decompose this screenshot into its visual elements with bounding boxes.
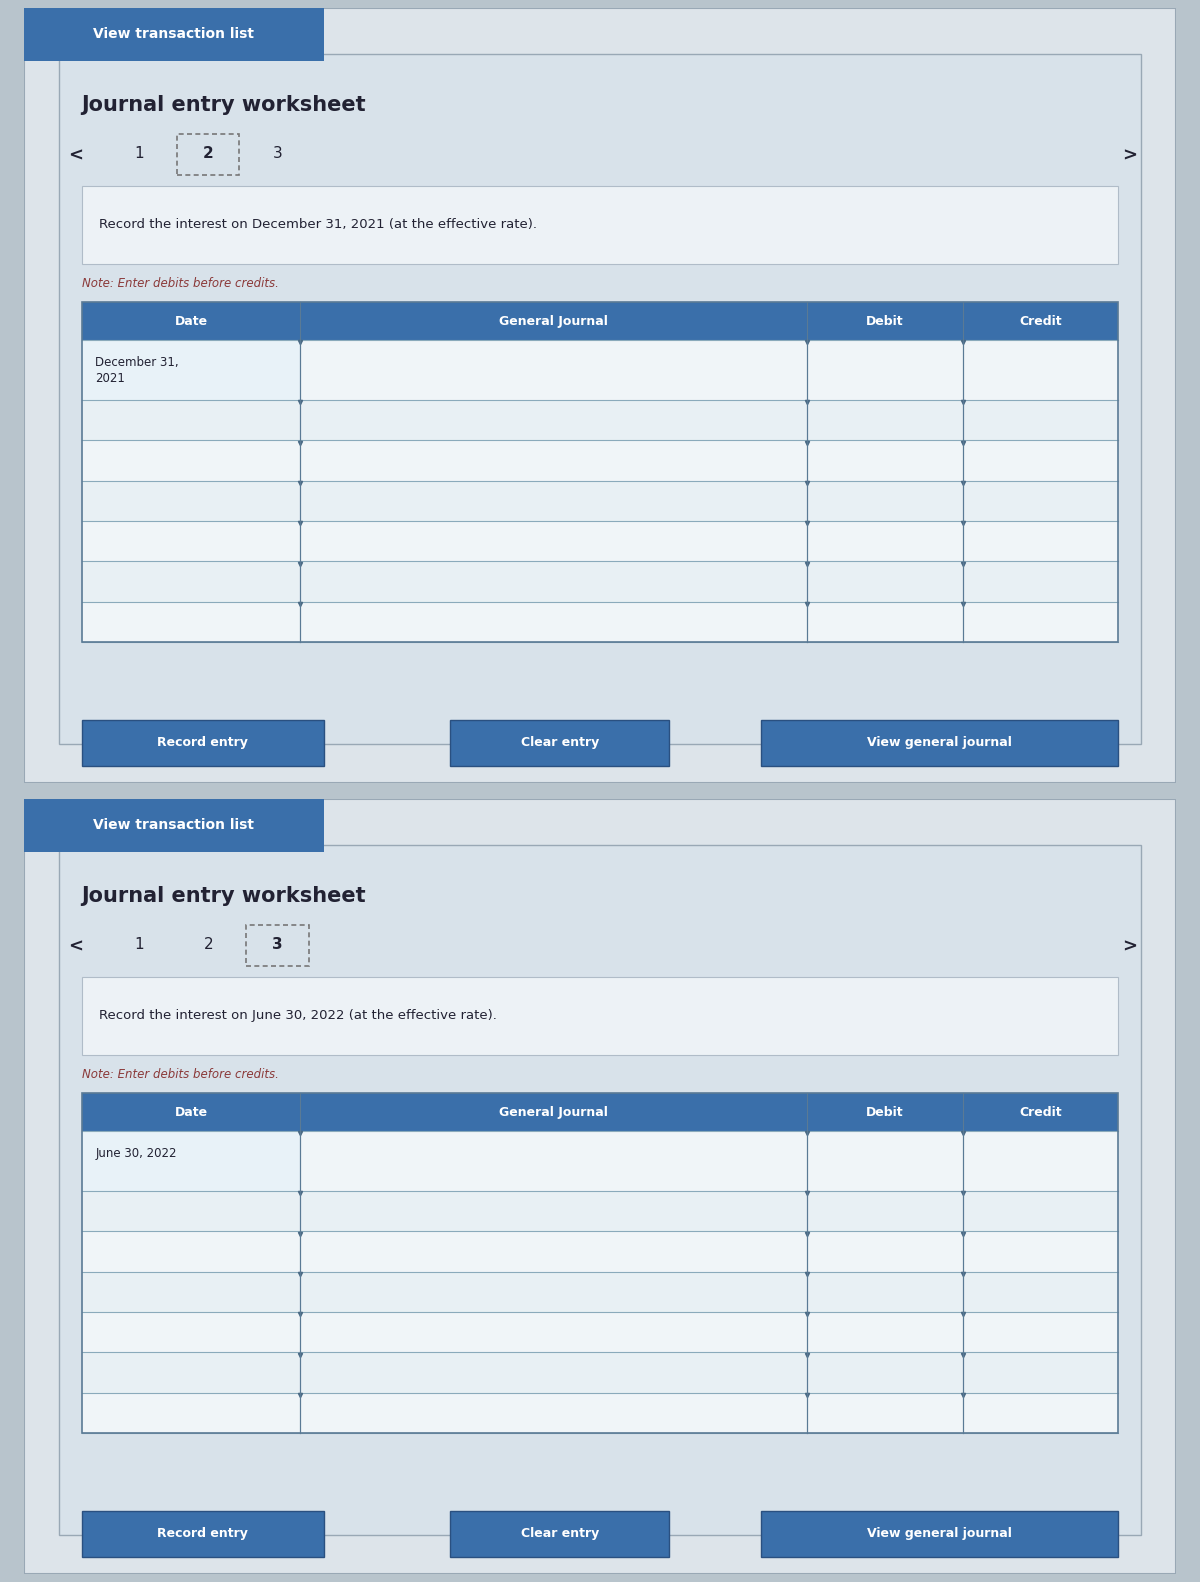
Text: Date: Date: [174, 1106, 208, 1118]
Text: >: >: [1122, 937, 1138, 956]
Text: View general journal: View general journal: [868, 1527, 1013, 1541]
Bar: [82, 1093, 1118, 1433]
Text: Record the interest on June 30, 2022 (at the effective rate).: Record the interest on June 30, 2022 (at…: [98, 1009, 497, 1022]
Bar: [82, 1231, 1118, 1272]
Bar: [82, 1131, 300, 1191]
Bar: [761, 720, 1118, 766]
Bar: [82, 481, 1118, 520]
Bar: [82, 302, 1118, 340]
Bar: [82, 720, 324, 766]
Text: View general journal: View general journal: [868, 736, 1013, 750]
Text: Credit: Credit: [1019, 1106, 1062, 1118]
Bar: [450, 720, 670, 766]
Bar: [82, 1272, 1118, 1311]
Text: 1: 1: [134, 937, 144, 952]
Text: <: <: [68, 146, 83, 165]
Bar: [82, 440, 1118, 481]
Bar: [82, 978, 1118, 1055]
Text: Debit: Debit: [866, 315, 904, 327]
Text: 1: 1: [134, 146, 144, 161]
Bar: [82, 302, 1118, 642]
Bar: [246, 925, 308, 965]
Bar: [761, 1511, 1118, 1557]
Text: 3: 3: [272, 937, 283, 952]
Text: View transaction list: View transaction list: [94, 818, 254, 832]
Text: Note: Enter debits before credits.: Note: Enter debits before credits.: [82, 1068, 278, 1081]
Text: December 31,: December 31,: [96, 356, 179, 369]
Text: Journal entry worksheet: Journal entry worksheet: [82, 95, 366, 115]
Text: View transaction list: View transaction list: [94, 27, 254, 41]
Bar: [82, 1191, 1118, 1231]
Text: Note: Enter debits before credits.: Note: Enter debits before credits.: [82, 277, 278, 290]
Text: Clear entry: Clear entry: [521, 1527, 599, 1541]
Text: 2: 2: [204, 937, 214, 952]
Bar: [82, 1131, 1118, 1191]
Bar: [82, 601, 1118, 642]
Bar: [82, 400, 1118, 440]
Bar: [82, 1511, 324, 1557]
Text: Record the interest on December 31, 2021 (at the effective rate).: Record the interest on December 31, 2021…: [98, 218, 536, 231]
Text: Journal entry worksheet: Journal entry worksheet: [82, 886, 366, 906]
Bar: [450, 1511, 670, 1557]
Text: >: >: [1122, 146, 1138, 165]
Bar: [82, 520, 1118, 562]
Bar: [24, 799, 324, 851]
Bar: [82, 1093, 1118, 1131]
Text: <: <: [68, 937, 83, 956]
Text: General Journal: General Journal: [499, 1106, 608, 1118]
Text: Record entry: Record entry: [157, 1527, 248, 1541]
Bar: [82, 340, 1118, 400]
Text: 3: 3: [272, 146, 282, 161]
Text: Debit: Debit: [866, 1106, 904, 1118]
Bar: [82, 340, 300, 400]
Text: Date: Date: [174, 315, 208, 327]
Text: 2: 2: [203, 146, 214, 161]
Bar: [24, 8, 324, 60]
Bar: [59, 54, 1141, 744]
Text: June 30, 2022: June 30, 2022: [96, 1147, 176, 1160]
Text: General Journal: General Journal: [499, 315, 608, 327]
Bar: [178, 134, 240, 174]
Text: 2021: 2021: [96, 372, 125, 386]
Text: Record entry: Record entry: [157, 736, 248, 750]
Bar: [82, 562, 1118, 601]
Bar: [82, 1311, 1118, 1353]
Bar: [82, 1392, 1118, 1433]
Bar: [59, 845, 1141, 1535]
Bar: [82, 1353, 1118, 1392]
Text: Clear entry: Clear entry: [521, 736, 599, 750]
Bar: [82, 187, 1118, 264]
Text: Credit: Credit: [1019, 315, 1062, 327]
